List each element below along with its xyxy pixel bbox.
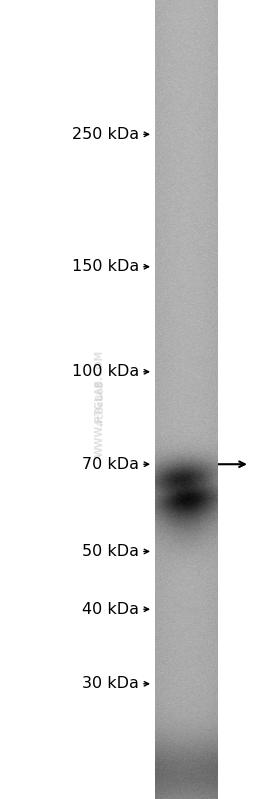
Text: WWW.PTGLAB.COM: WWW.PTGLAB.COM bbox=[95, 350, 105, 457]
Text: 70 kDa: 70 kDa bbox=[82, 457, 139, 471]
Text: 150 kDa: 150 kDa bbox=[72, 259, 139, 274]
Text: 30 kDa: 30 kDa bbox=[82, 676, 139, 691]
Text: 100 kDa: 100 kDa bbox=[72, 364, 139, 380]
Text: 50 kDa: 50 kDa bbox=[82, 544, 139, 559]
Text: 250 kDa: 250 kDa bbox=[72, 127, 139, 142]
Text: 40 kDa: 40 kDa bbox=[82, 602, 139, 617]
Text: #c8c8c8: #c8c8c8 bbox=[95, 380, 105, 427]
